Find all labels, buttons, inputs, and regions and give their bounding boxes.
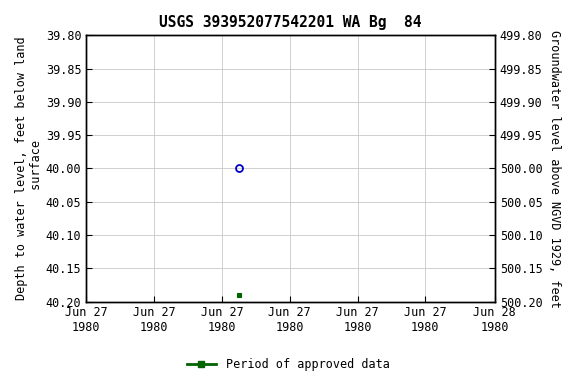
Title: USGS 393952077542201 WA Bg  84: USGS 393952077542201 WA Bg 84	[160, 15, 422, 30]
Y-axis label: Depth to water level, feet below land
 surface: Depth to water level, feet below land su…	[15, 36, 43, 300]
Y-axis label: Groundwater level above NGVD 1929, feet: Groundwater level above NGVD 1929, feet	[548, 30, 561, 308]
Legend: Period of approved data: Period of approved data	[182, 354, 394, 376]
